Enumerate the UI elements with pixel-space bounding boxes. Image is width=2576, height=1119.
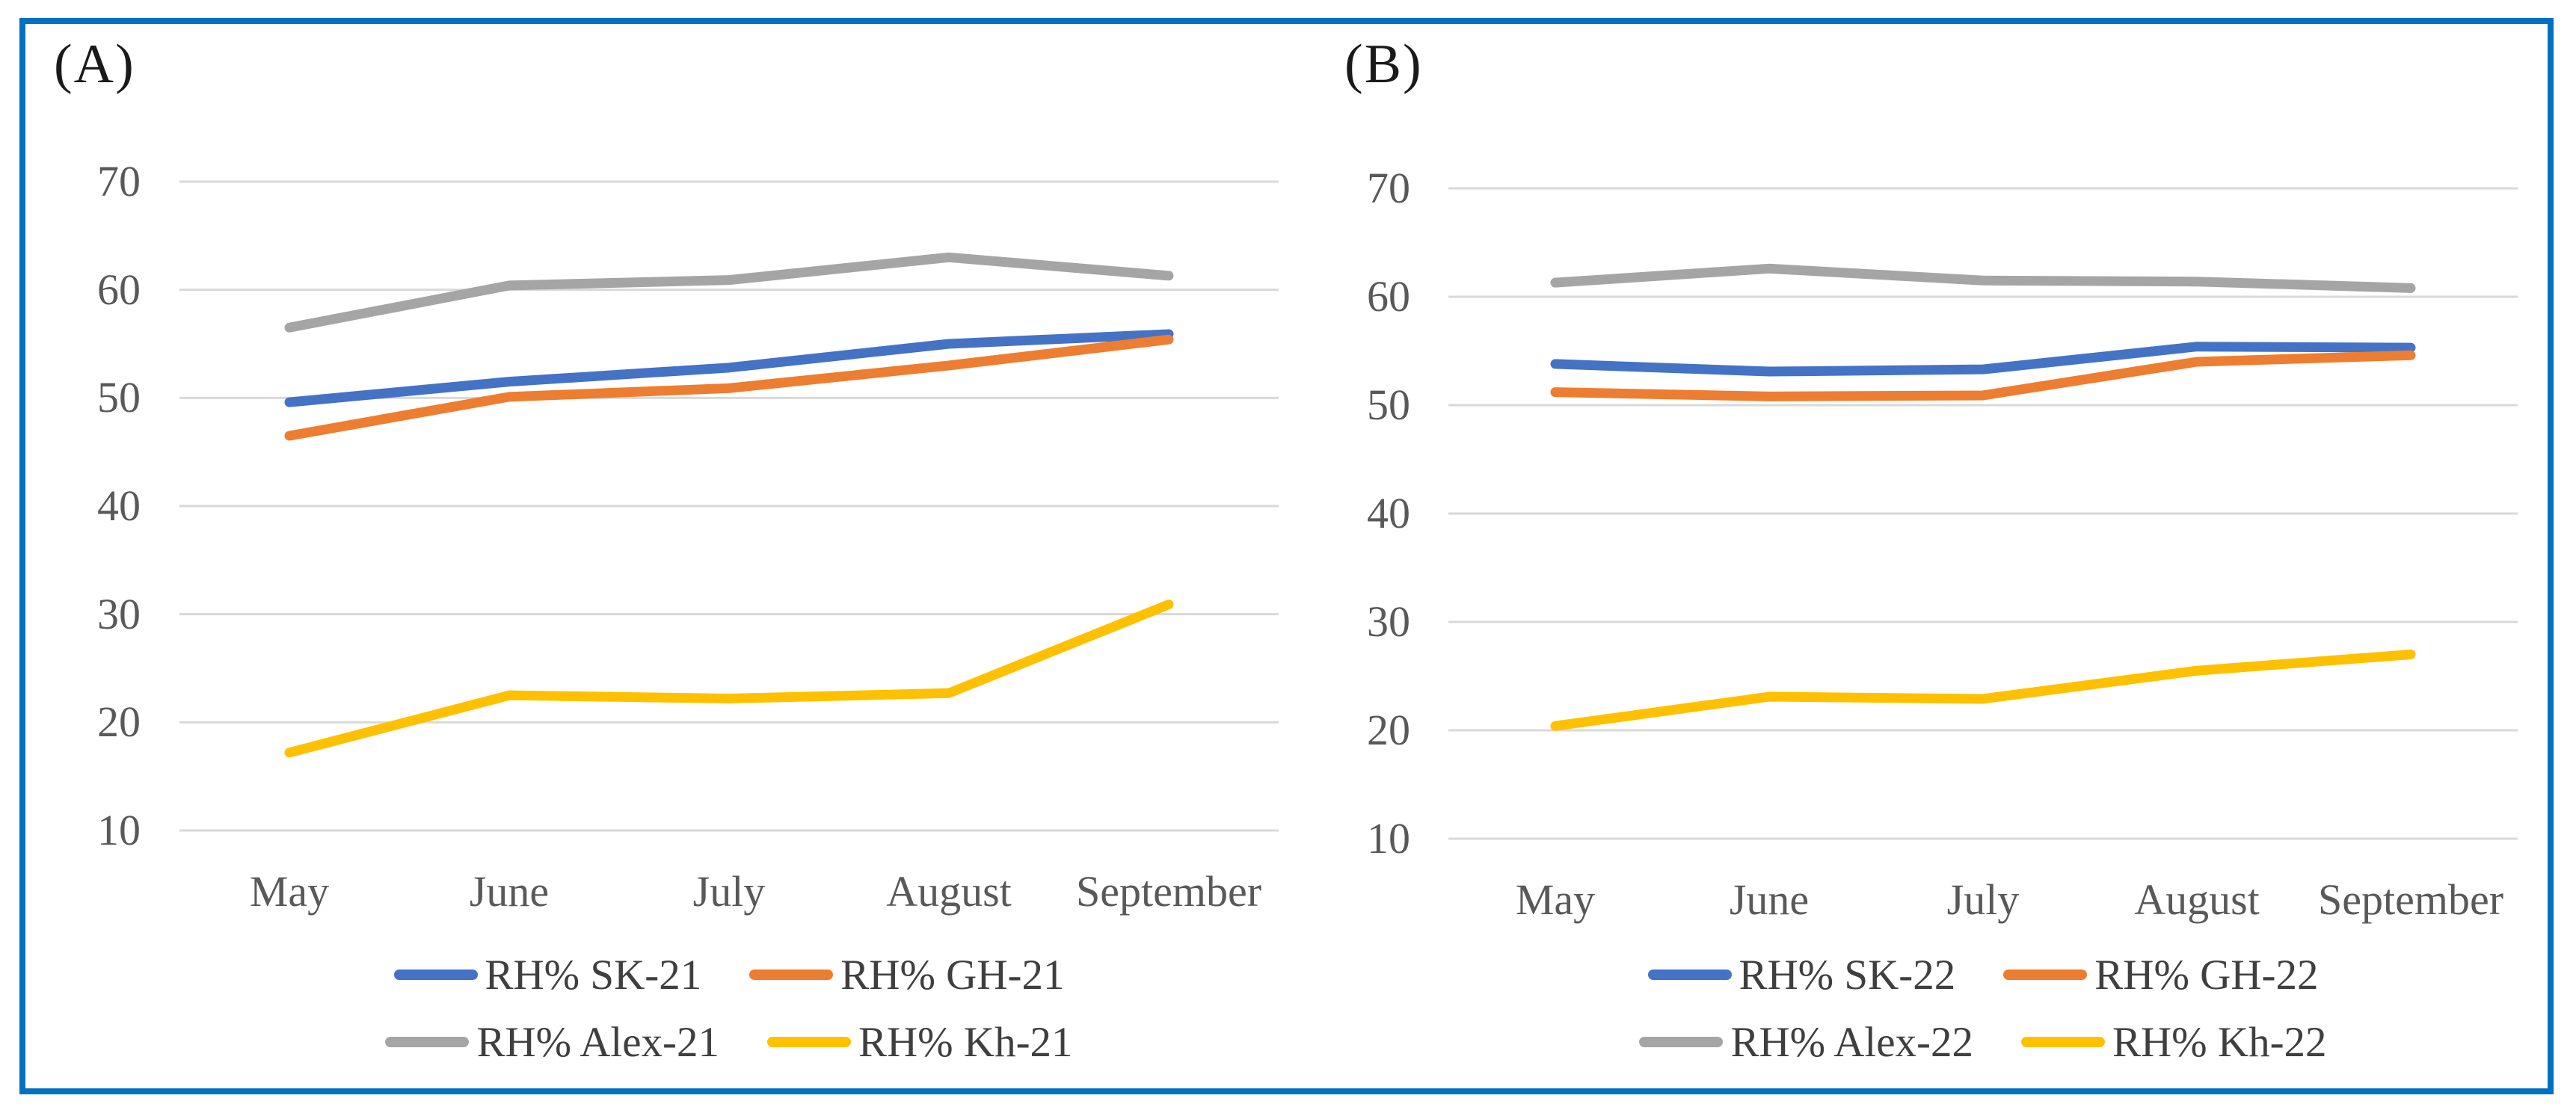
x-tick-label: May: [1515, 875, 1596, 924]
legend-label: RH% Kh-22: [2112, 1018, 2327, 1066]
legend-row: RH% SK-22 RH% GH-22: [1448, 946, 2518, 1003]
legend-item: RH% GH-22: [2003, 951, 2319, 999]
legend-item: RH% Kh-21: [767, 1021, 1073, 1064]
legend-label: RH% SK-22: [1739, 951, 1956, 999]
y-tick-label: 50: [1367, 380, 1410, 429]
x-tick-label: June: [469, 867, 550, 916]
series-line: [1550, 350, 2416, 401]
legend-item: RH% Alex-21: [385, 1021, 719, 1064]
legend-line-swatch: [1647, 970, 1732, 980]
y-tick-label: 50: [97, 373, 141, 422]
legend-label: RH% SK-21: [485, 951, 702, 999]
legend-item: RH% Kh-22: [2021, 1021, 2327, 1064]
y-tick-label: 60: [1367, 272, 1410, 321]
legend-line-swatch: [385, 1037, 470, 1047]
x-tick-label: July: [692, 867, 766, 916]
legend-label: RH% Kh-21: [858, 1018, 1073, 1066]
legend-item: RH% Alex-22: [1639, 1021, 1973, 1064]
series-line: [1550, 263, 2416, 293]
panel-label-b: (B): [1344, 34, 1423, 95]
legend-row: RH% Alex-22 RH% Kh-22: [1448, 1014, 2518, 1070]
legend-line-swatch: [1639, 1037, 1724, 1047]
series-line: [1550, 650, 2416, 731]
series-line: [284, 329, 1174, 407]
legend-line-swatch: [2003, 970, 2088, 980]
legend-label: RH% Alex-22: [1730, 1018, 1973, 1066]
plot-area-b: [1448, 187, 2518, 840]
y-tick-label: 10: [1367, 814, 1410, 863]
legend-row: RH% SK-21 RH% GH-21: [179, 946, 1279, 1003]
y-tick-label: 60: [97, 265, 141, 314]
x-tick-label: July: [1946, 875, 2020, 924]
y-tick-label: 20: [97, 697, 141, 747]
y-tick-label: 30: [1367, 597, 1410, 646]
x-tick-label: August: [886, 867, 1012, 916]
y-tick-label: 40: [97, 481, 141, 530]
legend-label: RH% GH-22: [2094, 951, 2319, 999]
x-tick-label: September: [1075, 867, 1262, 916]
y-tick-label: 40: [1367, 489, 1410, 537]
series-line: [1550, 342, 2416, 377]
legend-line-swatch: [2021, 1037, 2105, 1047]
legend-item: RH% GH-21: [749, 951, 1065, 999]
x-tick-label: June: [1729, 875, 1810, 924]
legend-line-swatch: [749, 970, 834, 980]
legend-item: RH% SK-22: [1647, 951, 1956, 999]
x-tick-label: May: [249, 867, 330, 916]
legend-line-swatch: [393, 970, 478, 980]
x-tick-label: August: [2134, 875, 2260, 924]
legend-row: RH% Alex-21 RH% Kh-21: [179, 1014, 1279, 1070]
series-line: [284, 334, 1174, 441]
x-tick-label: September: [2317, 875, 2504, 924]
legend-item: RH% SK-21: [393, 951, 702, 999]
legend-line-swatch: [767, 1037, 851, 1047]
figure-border: [19, 18, 2554, 1094]
plot-area-a: [179, 180, 1279, 832]
y-tick-label: 30: [97, 589, 141, 638]
series-line: [284, 599, 1174, 758]
panel-label-a: (A): [54, 34, 135, 95]
y-tick-label: 70: [1367, 164, 1410, 212]
series-line: [284, 252, 1174, 333]
legend-label: RH% GH-21: [840, 951, 1065, 999]
y-tick-label: 10: [97, 806, 141, 854]
legend-label: RH% Alex-21: [476, 1018, 719, 1066]
y-tick-label: 70: [97, 157, 141, 206]
y-tick-label: 20: [1367, 706, 1410, 754]
